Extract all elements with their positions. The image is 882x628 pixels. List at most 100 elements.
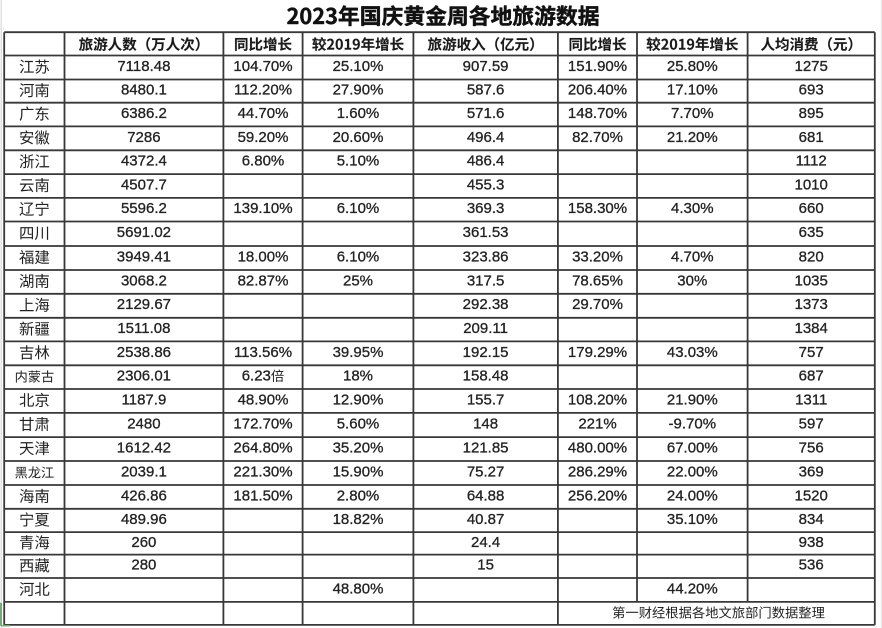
svg-text:21.90%: 21.90% bbox=[667, 391, 718, 408]
svg-text:17.10%: 17.10% bbox=[667, 82, 718, 99]
svg-text:22.00%: 22.00% bbox=[667, 463, 718, 480]
svg-text:6386.2: 6386.2 bbox=[121, 105, 167, 122]
svg-text:3068.2: 3068.2 bbox=[121, 272, 167, 289]
svg-text:455.3: 455.3 bbox=[467, 176, 505, 193]
svg-text:75.27: 75.27 bbox=[467, 463, 505, 480]
svg-text:1010: 1010 bbox=[795, 176, 828, 193]
svg-text:33.20%: 33.20% bbox=[572, 248, 623, 265]
svg-text:1384: 1384 bbox=[795, 320, 828, 337]
svg-text:172.70%: 172.70% bbox=[233, 415, 292, 432]
svg-text:148: 148 bbox=[473, 415, 498, 432]
svg-text:20.60%: 20.60% bbox=[333, 129, 384, 146]
svg-text:43.03%: 43.03% bbox=[667, 344, 718, 361]
svg-text:7118.48: 7118.48 bbox=[117, 58, 170, 75]
svg-text:323.86: 323.86 bbox=[463, 248, 509, 265]
svg-text:35.10%: 35.10% bbox=[667, 511, 718, 528]
svg-text:78.65%: 78.65% bbox=[572, 272, 623, 289]
svg-text:2039.1: 2039.1 bbox=[121, 463, 167, 480]
svg-text:571.6: 571.6 bbox=[467, 105, 505, 122]
svg-text:25.10%: 25.10% bbox=[333, 58, 384, 75]
svg-text:660: 660 bbox=[799, 200, 824, 217]
svg-text:834: 834 bbox=[799, 511, 824, 528]
svg-text:48.80%: 48.80% bbox=[333, 580, 384, 597]
svg-text:158.30%: 158.30% bbox=[568, 200, 627, 217]
svg-text:820: 820 bbox=[799, 248, 824, 265]
svg-text:687: 687 bbox=[799, 368, 824, 385]
svg-text:35.20%: 35.20% bbox=[333, 439, 384, 456]
svg-text:24.00%: 24.00% bbox=[667, 487, 718, 504]
svg-text:486.4: 486.4 bbox=[467, 153, 505, 170]
svg-text:121.85: 121.85 bbox=[463, 439, 509, 456]
svg-text:155.7: 155.7 bbox=[467, 391, 505, 408]
svg-text:206.40%: 206.40% bbox=[568, 82, 627, 99]
svg-text:25%: 25% bbox=[343, 272, 373, 289]
svg-text:292.38: 292.38 bbox=[463, 296, 509, 313]
svg-text:1612.42: 1612.42 bbox=[117, 439, 171, 456]
svg-text:361.53: 361.53 bbox=[463, 224, 509, 241]
svg-text:426.86: 426.86 bbox=[121, 487, 167, 504]
svg-text:2.80%: 2.80% bbox=[337, 487, 380, 504]
svg-text:938: 938 bbox=[799, 534, 824, 551]
svg-text:1511.08: 1511.08 bbox=[117, 320, 170, 337]
svg-text:895: 895 bbox=[799, 105, 824, 122]
svg-text:12.90%: 12.90% bbox=[333, 391, 384, 408]
svg-text:5691.02: 5691.02 bbox=[117, 224, 171, 241]
svg-text:7286: 7286 bbox=[127, 129, 160, 146]
svg-text:221%: 221% bbox=[578, 415, 616, 432]
svg-text:67.00%: 67.00% bbox=[667, 439, 718, 456]
svg-text:536: 536 bbox=[799, 557, 824, 574]
svg-text:113.56%: 113.56% bbox=[234, 344, 292, 361]
svg-text:260: 260 bbox=[131, 534, 156, 551]
svg-text:4.30%: 4.30% bbox=[671, 200, 714, 217]
svg-text:2538.86: 2538.86 bbox=[117, 344, 171, 361]
svg-text:27.90%: 27.90% bbox=[333, 82, 384, 99]
svg-text:6.80%: 6.80% bbox=[242, 153, 285, 170]
svg-text:18.82%: 18.82% bbox=[333, 511, 384, 528]
svg-text:6.10%: 6.10% bbox=[337, 200, 380, 217]
svg-text:756: 756 bbox=[799, 439, 824, 456]
svg-text:151.90%: 151.90% bbox=[568, 58, 627, 75]
svg-text:256.20%: 256.20% bbox=[568, 487, 627, 504]
svg-text:29.70%: 29.70% bbox=[572, 296, 623, 313]
svg-text:82.87%: 82.87% bbox=[238, 272, 289, 289]
svg-text:907.59: 907.59 bbox=[463, 58, 509, 75]
svg-text:597: 597 bbox=[799, 415, 824, 432]
svg-text:44.70%: 44.70% bbox=[238, 105, 289, 122]
svg-text:44.20%: 44.20% bbox=[667, 580, 718, 597]
svg-text:1311: 1311 bbox=[795, 391, 827, 408]
svg-text:18.00%: 18.00% bbox=[238, 248, 289, 265]
svg-text:5.10%: 5.10% bbox=[337, 153, 380, 170]
svg-text:1373: 1373 bbox=[795, 296, 828, 313]
svg-text:7.70%: 7.70% bbox=[671, 105, 714, 122]
svg-text:1187.9: 1187.9 bbox=[122, 391, 167, 408]
svg-text:5596.2: 5596.2 bbox=[121, 200, 167, 217]
svg-text:112.20%: 112.20% bbox=[234, 82, 292, 99]
svg-text:2306.01: 2306.01 bbox=[117, 368, 171, 385]
svg-text:489.96: 489.96 bbox=[121, 511, 167, 528]
svg-text:59.20%: 59.20% bbox=[238, 129, 289, 146]
svg-text:4507.7: 4507.7 bbox=[121, 176, 167, 193]
svg-text:369.3: 369.3 bbox=[467, 200, 505, 217]
svg-text:1035: 1035 bbox=[795, 272, 828, 289]
svg-text:317.5: 317.5 bbox=[467, 272, 505, 289]
svg-text:6.23: 6.23 bbox=[242, 368, 271, 385]
svg-text:221.30%: 221.30% bbox=[233, 463, 292, 480]
svg-text:139.10%: 139.10% bbox=[233, 200, 292, 217]
svg-text:209.11: 209.11 bbox=[463, 320, 508, 337]
svg-text:4372.4: 4372.4 bbox=[121, 153, 167, 170]
svg-text:158.48: 158.48 bbox=[463, 368, 509, 385]
svg-text:18%: 18% bbox=[343, 368, 373, 385]
svg-text:192.15: 192.15 bbox=[463, 344, 509, 361]
svg-text:369: 369 bbox=[799, 463, 824, 480]
svg-text:179.29%: 179.29% bbox=[568, 344, 627, 361]
svg-text:21.20%: 21.20% bbox=[667, 129, 718, 146]
svg-text:2480: 2480 bbox=[127, 415, 160, 432]
svg-text:2129.67: 2129.67 bbox=[117, 296, 171, 313]
svg-text:496.4: 496.4 bbox=[467, 129, 505, 146]
svg-text:64.88: 64.88 bbox=[467, 487, 505, 504]
svg-text:48.90%: 48.90% bbox=[238, 391, 289, 408]
svg-text:15: 15 bbox=[477, 557, 494, 574]
svg-text:181.50%: 181.50% bbox=[233, 487, 292, 504]
svg-text:6.10%: 6.10% bbox=[337, 248, 380, 265]
svg-text:1275: 1275 bbox=[795, 58, 828, 75]
